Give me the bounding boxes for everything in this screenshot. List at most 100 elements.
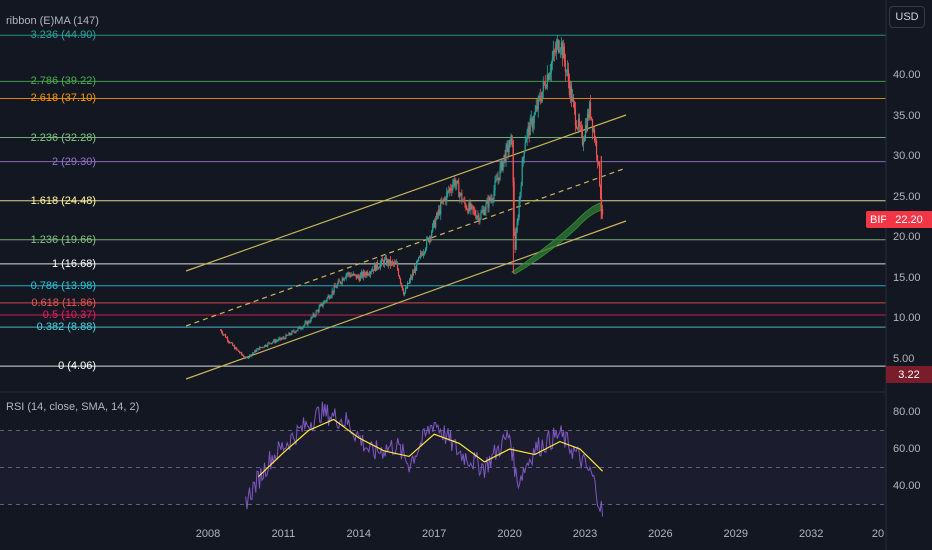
candle-body [416, 261, 418, 271]
candle-body [486, 200, 488, 204]
candle-body [306, 321, 308, 325]
candle-body [567, 69, 570, 81]
candle-body [251, 353, 253, 356]
fib-label: 0.618 (11.86) [31, 296, 96, 309]
rsi-line [245, 401, 604, 517]
candle-body [582, 141, 585, 145]
candle-body [498, 177, 500, 180]
candle-body [561, 42, 563, 59]
candle-body [545, 87, 547, 89]
candle-body [373, 264, 375, 271]
candle-body [519, 192, 521, 202]
candle-body [591, 119, 594, 132]
candle-body [482, 209, 484, 212]
candle-body [366, 271, 368, 276]
rsi-band [0, 430, 886, 505]
candle-body [601, 209, 604, 214]
candle-body [575, 125, 578, 129]
candle-body [324, 300, 326, 302]
candle-body [461, 192, 463, 202]
candle-body [261, 347, 263, 348]
currency-button[interactable]: USD [889, 6, 925, 28]
candle-body [270, 343, 272, 345]
candle-body [321, 303, 323, 307]
candle-body [378, 267, 381, 269]
candle-body [287, 335, 289, 337]
candle-body [515, 232, 517, 250]
time-tick: 2011 [271, 528, 296, 540]
candle-body [331, 290, 333, 296]
candle-body [283, 337, 285, 339]
candle-body [340, 283, 342, 284]
candle-body [455, 184, 457, 186]
time-tick: 2026 [648, 528, 673, 540]
candle-body [256, 349, 258, 352]
candle-body [253, 352, 255, 354]
candle-body [357, 275, 359, 278]
candle-body [376, 262, 378, 268]
candle-body [480, 212, 482, 219]
candle-body [222, 334, 225, 336]
candle-body [563, 46, 565, 61]
candle-body [516, 222, 518, 233]
candle-body [526, 130, 528, 140]
price-tick: 15.00 [893, 271, 921, 284]
candle-body [275, 340, 277, 343]
candle-body [221, 332, 224, 335]
fib-label: 2.236 (32.28) [30, 131, 96, 144]
candle-body [315, 311, 317, 316]
candle-body [551, 58, 553, 64]
candle-body [224, 334, 227, 338]
candle-body [369, 271, 371, 275]
candle-body [547, 74, 549, 80]
candle-body [350, 275, 352, 277]
channel-middle [185, 167, 627, 327]
candle-body [419, 256, 421, 258]
candle-body [286, 334, 288, 336]
candle-body [425, 248, 427, 252]
candle-body [566, 69, 569, 71]
candle-body [576, 128, 579, 129]
candle-body [586, 113, 589, 131]
candle-body [418, 257, 420, 261]
candle-body [435, 219, 437, 228]
candle-body [427, 237, 429, 239]
candle-body [336, 284, 338, 288]
time-tick: 2017 [421, 528, 447, 540]
candle-body [377, 267, 380, 269]
candle-body [398, 275, 401, 279]
candle-body [295, 331, 297, 333]
candle-body [380, 259, 383, 264]
candle-body [532, 123, 534, 128]
candle-body [364, 274, 366, 276]
candle-body [326, 297, 328, 301]
candle-body [577, 118, 580, 129]
rsi-ma-line [257, 418, 604, 478]
candle-body [238, 350, 240, 352]
candle-body [539, 96, 541, 101]
candle-body [245, 357, 247, 359]
candle-body [395, 263, 398, 264]
candle-body [423, 252, 425, 256]
candle-body [421, 253, 423, 255]
candle-body [268, 342, 270, 344]
fib-label: 2 (29.30) [51, 155, 96, 168]
candle-body [266, 345, 268, 347]
candle-body [303, 325, 305, 327]
fib-label: 1 (16.68) [51, 257, 96, 270]
candle-body [316, 310, 318, 312]
price-tick: 20.00 [893, 231, 921, 243]
candle-body [244, 357, 246, 359]
candle-body [361, 272, 363, 278]
candle-body [585, 125, 588, 131]
candle-body [297, 327, 299, 331]
candle-body [382, 260, 385, 265]
candle-body [267, 343, 269, 346]
candle-body [236, 347, 238, 350]
candle-body [509, 138, 511, 148]
candle-body [451, 189, 453, 191]
candle-body [454, 179, 456, 186]
candle-body [569, 85, 572, 95]
candle-body [541, 91, 543, 102]
